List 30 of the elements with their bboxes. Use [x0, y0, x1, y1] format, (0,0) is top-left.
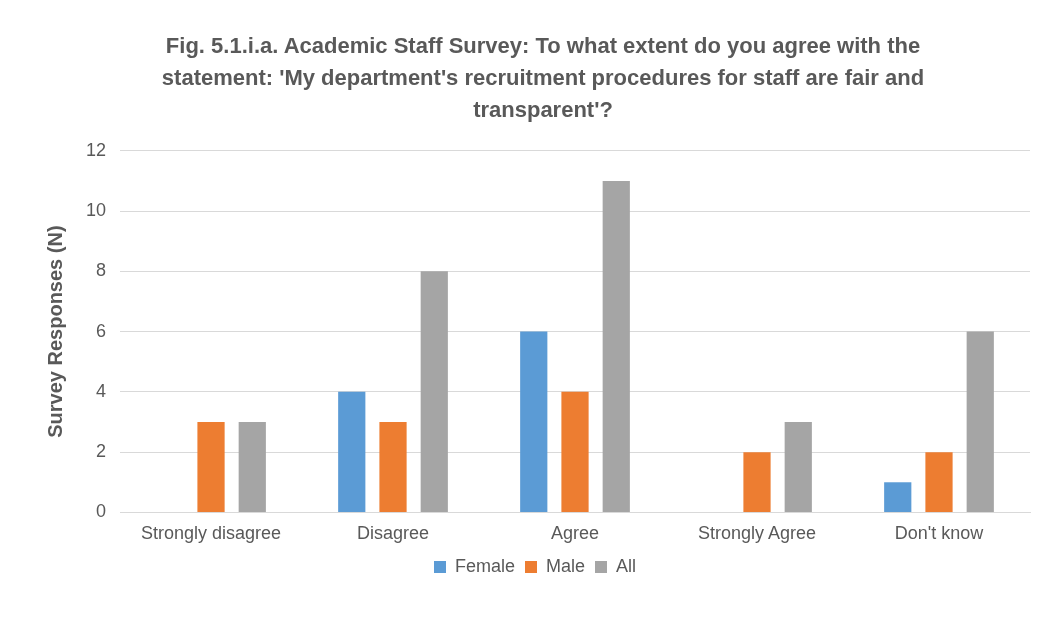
bar [420, 271, 448, 512]
x-tick-label: Don't know [894, 523, 985, 544]
bar [561, 391, 589, 512]
bar [925, 452, 953, 512]
bar [784, 422, 812, 512]
x-tick-label: Strongly disagree [140, 523, 282, 544]
bar [197, 422, 225, 512]
bar [520, 331, 548, 512]
bar [238, 422, 266, 512]
y-tick-label: 4 [96, 380, 107, 401]
bar [338, 391, 366, 512]
bar [966, 331, 994, 512]
y-tick-label: 6 [96, 320, 107, 341]
y-axis-title: Survey Responses (N) [43, 225, 66, 438]
x-tick-label: Strongly Agree [697, 523, 817, 544]
legend-label: Female [454, 555, 516, 576]
chart-title: Fig. 5.1.i.a. Academic Staff Survey: To what extent do you agree with the statement: 'My department's recruitment procedures for staff are fair and transparent'? [160, 32, 926, 124]
y-tick-label: 2 [96, 441, 107, 462]
legend-label: Male [546, 555, 586, 576]
bar [743, 452, 771, 512]
x-tick-label: Disagree [356, 523, 430, 544]
legend-label: All [616, 555, 637, 576]
bar [379, 422, 407, 512]
x-tick-label: Agree [550, 523, 600, 544]
y-tick-label: 12 [85, 139, 107, 160]
bar [884, 482, 912, 512]
y-tick-label: 0 [96, 501, 107, 522]
y-tick-label: 10 [85, 200, 107, 221]
y-tick-label: 8 [96, 260, 107, 281]
bar [602, 180, 630, 512]
